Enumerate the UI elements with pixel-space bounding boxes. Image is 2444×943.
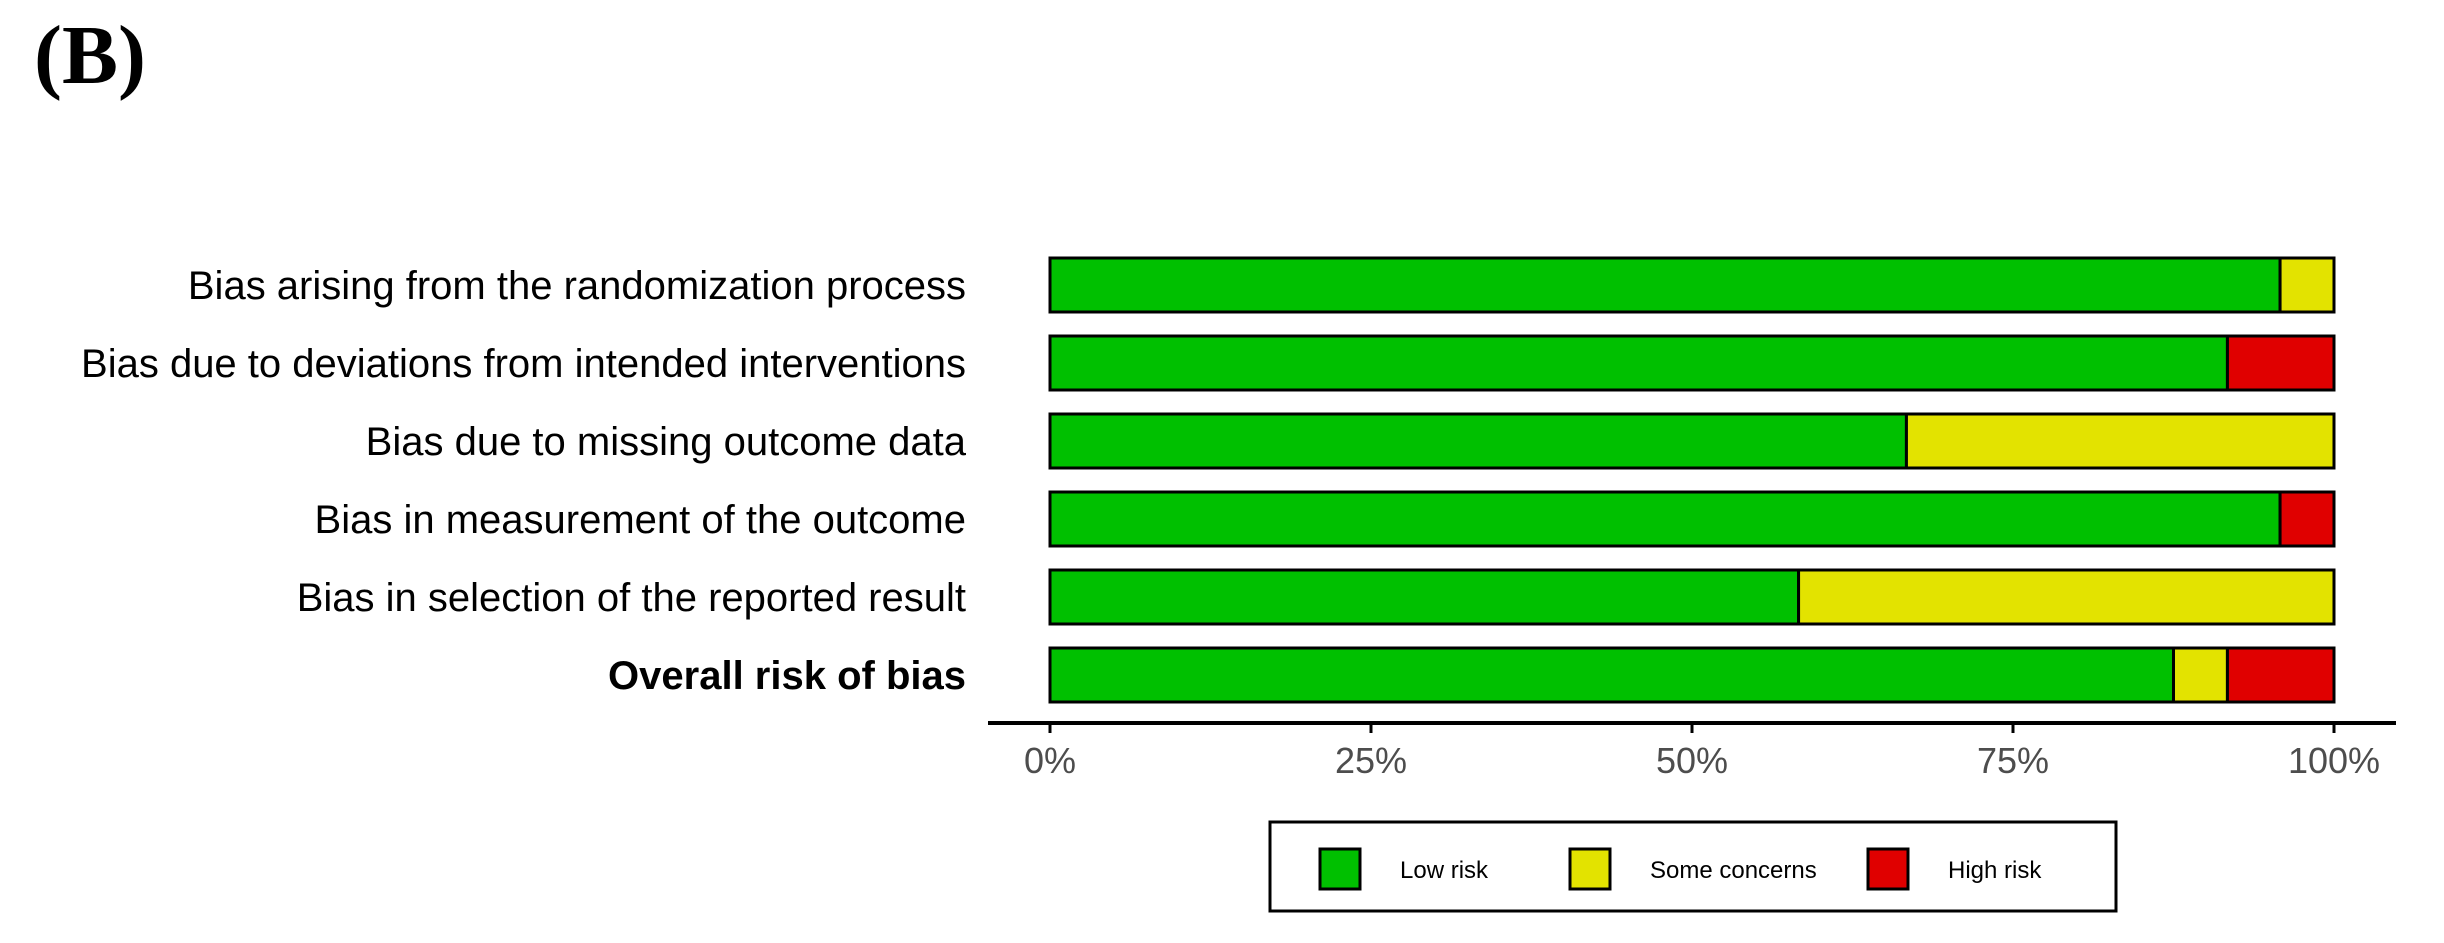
x-tick-label: 50% [1656,740,1728,781]
x-tick-label: 75% [1977,740,2049,781]
category-labels: Bias arising from the randomization proc… [81,264,967,698]
bar-segment-some-concerns [2278,256,2336,314]
legend-swatch-low-risk [1318,847,1362,891]
legend: Low risk Some concerns High risk [1268,820,2118,913]
x-tick-label: 100% [2288,740,2380,781]
category-label: Bias due to deviations from intended int… [81,342,966,386]
legend-frame [1268,820,2118,913]
legend-label-low-risk: Low risk [1400,857,1489,884]
legend-swatch-high-risk [1866,847,1910,891]
bar-segment-some-concerns [1797,568,2336,626]
category-label: Bias arising from the randomization proc… [188,264,966,308]
category-label: Bias due to missing outcome data [366,420,967,464]
legend-label-high-risk: High risk [1948,857,2042,884]
x-axis-ticks: 0% 25% 50% 75% 100% [1024,723,2380,781]
bar-segment-some-concerns [1904,412,2336,470]
x-tick-label: 0% [1024,740,1076,781]
bar-segment-high-risk [2278,490,2336,548]
x-tick-label: 25% [1335,740,1407,781]
bar-segment-some-concerns [2172,646,2229,704]
bar-segment-low-risk [1048,412,1908,470]
bar-segment-high-risk [2225,646,2336,704]
bars-group [1048,256,2336,704]
bar-segment-low-risk [1048,256,2282,314]
legend-label-some-concerns: Some concerns [1650,857,1817,884]
bar-segment-low-risk [1048,646,2175,704]
category-label: Bias in selection of the reported result [297,576,966,620]
category-label: Overall risk of bias [608,654,966,698]
category-label: Bias in measurement of the outcome [315,498,966,542]
bar-segment-low-risk [1048,568,1801,626]
panel-label: (B) [34,9,146,102]
legend-swatch-some-concerns [1568,847,1612,891]
bar-segment-high-risk [2225,334,2336,392]
bar-segment-low-risk [1048,334,2229,392]
bar-segment-low-risk [1048,490,2282,548]
